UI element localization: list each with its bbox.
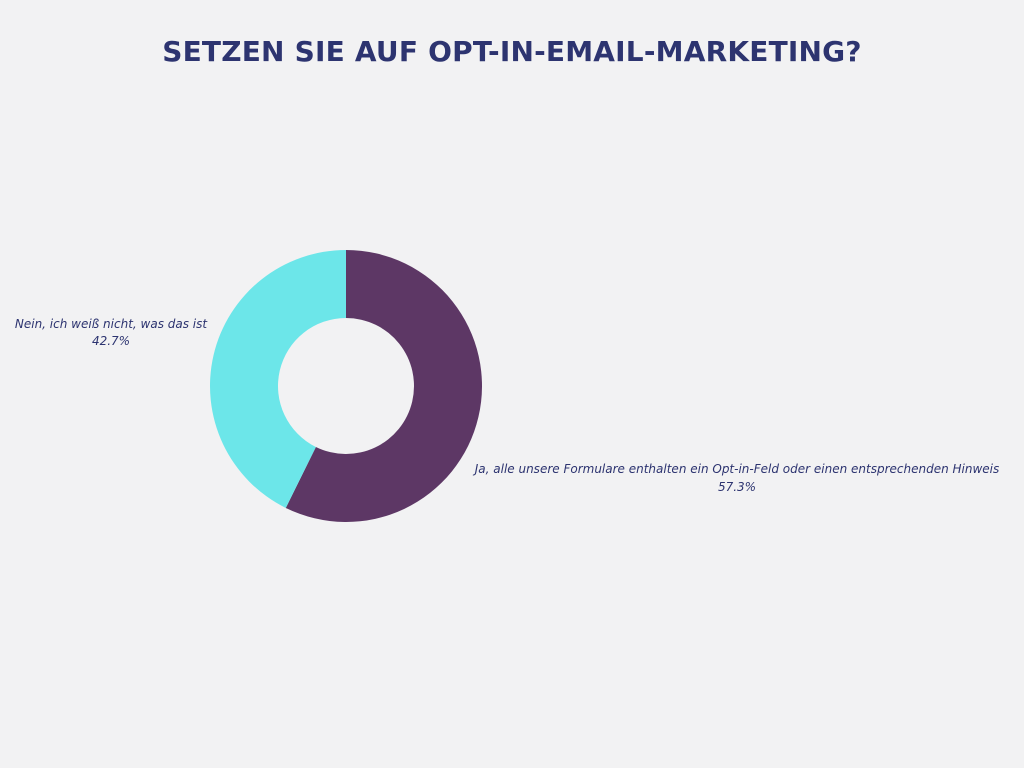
- slice-label-1: Ja, alle unsere Formulare enthalten ein …: [473, 462, 1000, 476]
- slice-value-label-1: 57.3%: [718, 480, 756, 494]
- donut-slice-1: [285, 250, 482, 522]
- slice-label-2: Nein, ich weiß nicht, was das ist: [15, 317, 209, 331]
- chart-title: SETZEN SIE AUF OPT-IN-EMAIL-MARKETING?: [162, 35, 862, 68]
- slice-value-label-2: 42.7%: [92, 334, 130, 348]
- donut-slice-2: [209, 250, 346, 508]
